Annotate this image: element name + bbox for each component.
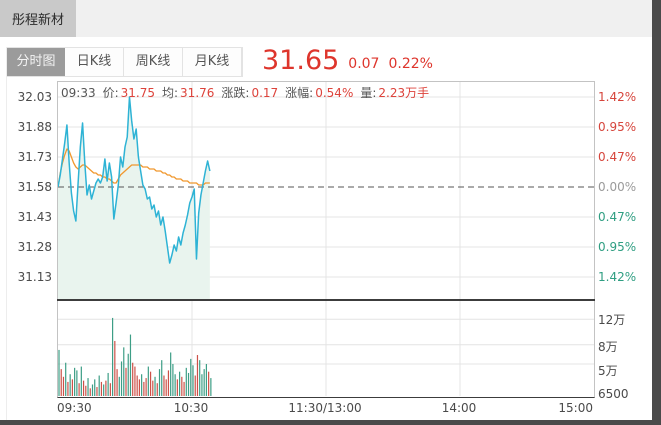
title-bar: 彤程新材 [0,0,652,37]
volume-tick: 12万 [598,313,626,327]
content-panel: 彤程新材 分时图 日K线 周K线 月K线 31.65 0.07 0.22% 32… [0,0,652,420]
info-pct-label: 涨幅: [285,86,314,100]
pct-tick: 0.00% [598,180,637,194]
pct-tick: 0.95% [598,240,637,254]
panel-left-edge [6,47,7,420]
volume-tick: 8万 [598,340,618,354]
price-chart-canvas [58,82,594,300]
price-tick: 31.58 [17,180,52,194]
tab-timeshare[interactable]: 分时图 [7,48,65,76]
volume-chart-canvas [58,301,594,396]
hover-info-bar: 09:33 价: 31.75 均: 31.76 涨跌: 0.17 涨幅: 0.54% 量: 2.23… [61,84,431,101]
price-tick: 31.28 [17,240,52,254]
info-price-label: 价: [102,86,119,100]
last-price: 31.65 [262,45,340,76]
price-tick: 31.43 [17,210,52,224]
time-tick: 10:30 [173,401,209,415]
price-tick: 31.73 [17,150,52,164]
price-change: 0.07 [348,56,380,72]
pct-tick: 1.42% [598,270,637,284]
price-tick: 32.03 [17,90,52,104]
info-pct-value: 0.54% [315,86,354,100]
info-price-value: 31.75 [120,86,155,100]
pct-tick: 0.47% [598,210,637,224]
info-avg-label: 均: [162,86,179,100]
time-tick: 09:30 [57,401,92,415]
price-change-pct: 0.22% [388,56,433,72]
info-avg-value: 31.76 [180,86,215,100]
pane-separator [57,299,595,301]
info-volume-value: 2.23万手 [378,86,430,100]
info-change-value: 0.17 [251,86,279,100]
price-tick: 31.88 [17,120,52,134]
volume-tick: 5万 [598,364,618,378]
stock-name-tab[interactable]: 彤程新材 [0,0,76,37]
timeshare-chart[interactable] [57,81,595,300]
pct-tick: 1.42% [598,90,637,104]
tab-weekly-k[interactable]: 周K线 [124,48,183,76]
quote-summary: 31.65 0.07 0.22% [262,44,433,76]
volume-chart[interactable] [57,301,595,398]
price-tick: 31.13 [17,270,52,284]
tab-daily-k[interactable]: 日K线 [65,48,124,76]
time-tick: 11:30/13:00 [288,401,362,415]
stock-name: 彤程新材 [11,13,64,28]
time-tick: 15:00 [558,401,593,415]
pct-tick: 0.47% [598,150,637,164]
pct-tick: 0.95% [598,120,637,134]
info-time: 09:33 [61,86,96,100]
volume-tick: 6500 [598,387,629,401]
info-volume-label: 量: [360,86,377,100]
tab-monthly-k[interactable]: 月K线 [183,48,242,76]
info-change-label: 涨跌: [221,86,250,100]
time-tick: 14:00 [441,401,477,415]
period-tabstrip: 分时图 日K线 周K线 月K线 [7,47,243,77]
